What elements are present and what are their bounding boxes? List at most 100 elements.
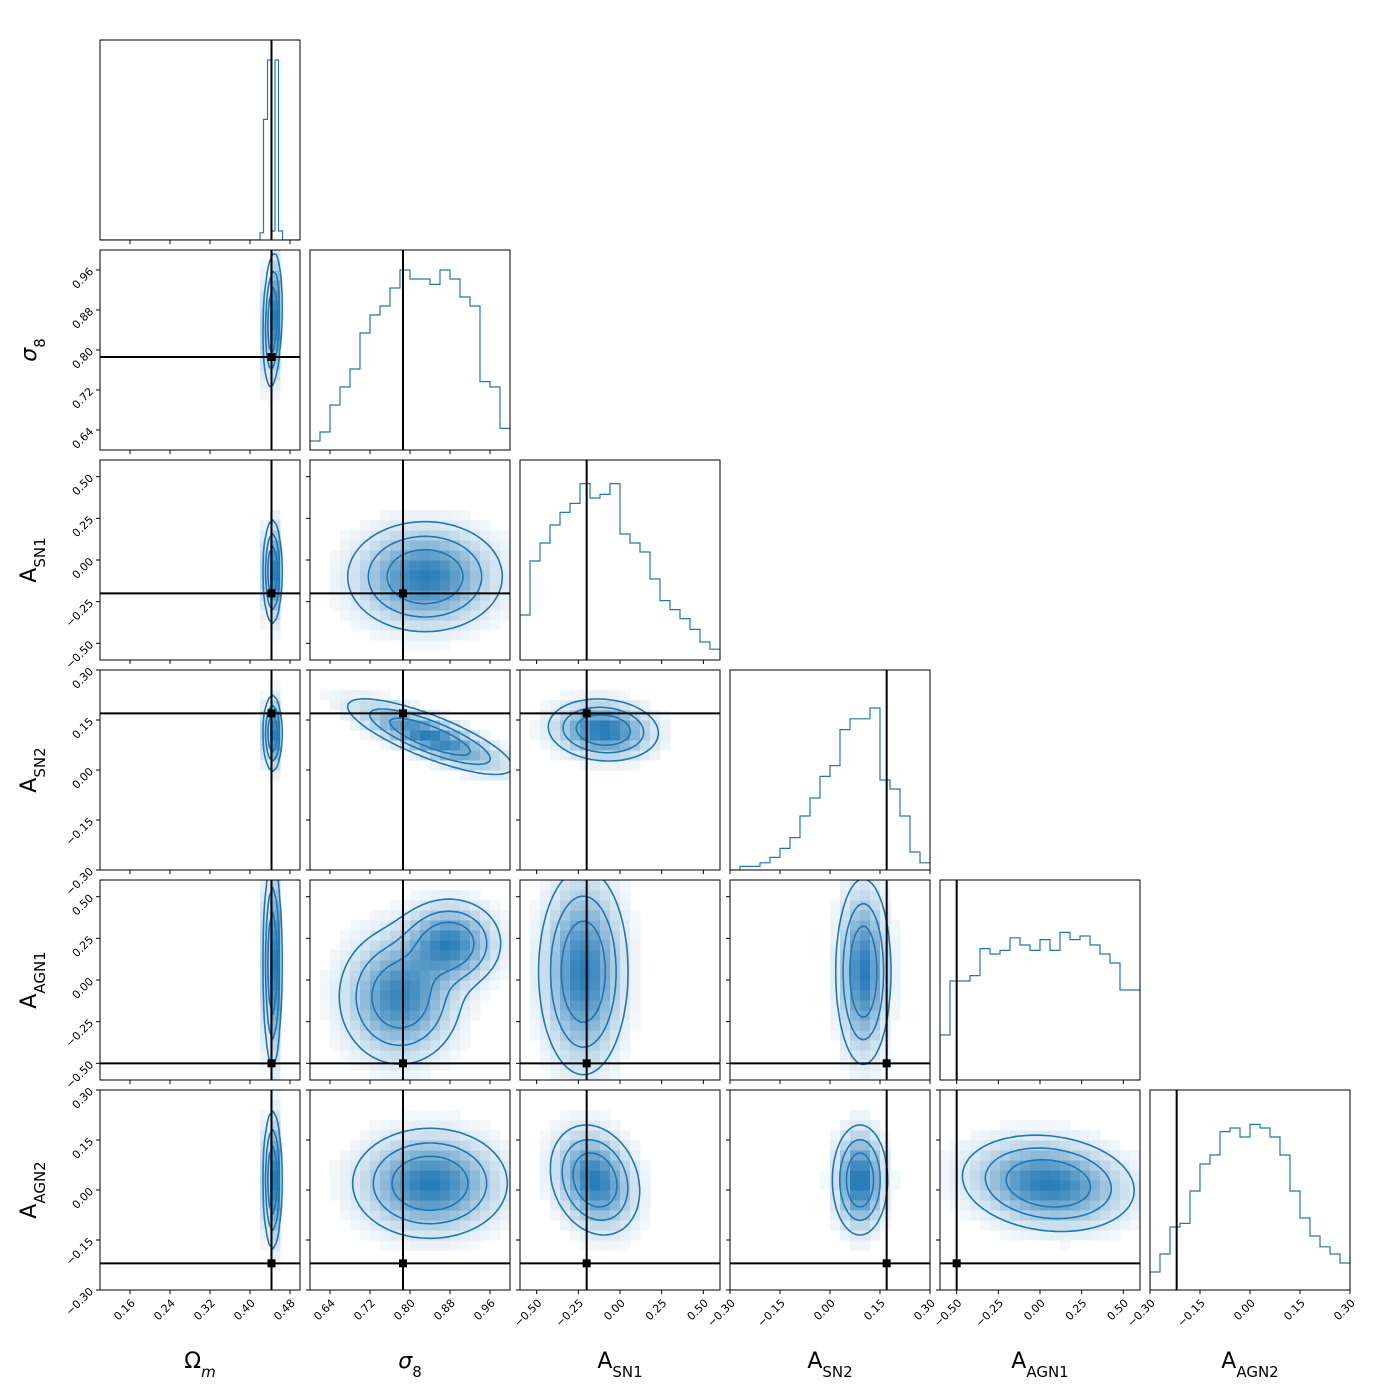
y-tick-label: 0.00 <box>70 1185 97 1212</box>
density-AAGN2-ASN2 <box>820 1110 901 1251</box>
x-tick-label: 0.00 <box>1231 1297 1258 1324</box>
truth-marker <box>582 709 591 718</box>
y-tick-label: 0.96 <box>70 265 97 292</box>
density-ASN2-ASN1 <box>530 690 671 771</box>
x-tick-label: 0.00 <box>811 1297 838 1324</box>
density-AAGN1-ASN2 <box>830 880 901 1080</box>
contour <box>849 925 878 1018</box>
x-tick-label: 0.15 <box>861 1297 888 1324</box>
truth-marker <box>952 1259 961 1268</box>
panel-ASN1-ASN1 <box>519 459 721 664</box>
x-tick-label: 0.88 <box>431 1297 458 1324</box>
panel-AAGN1-ASN1 <box>516 879 721 1084</box>
x-tick-label: 0.24 <box>151 1297 178 1324</box>
x-tick-label: 0.00 <box>601 1297 628 1324</box>
y-tick-label: 0.00 <box>70 555 97 582</box>
contour <box>572 1152 618 1208</box>
y-tick-label: −0.30 <box>63 865 96 898</box>
histogram-ASN1 <box>520 483 720 660</box>
truth-marker <box>267 1059 276 1068</box>
x-tick-label: −0.30 <box>1125 1297 1158 1330</box>
contour <box>346 698 510 776</box>
contour <box>845 1152 875 1208</box>
x-tick-label: 0.25 <box>1063 1297 1090 1324</box>
panel-s8-Om: 0.64 0.72 0.80 0.88 0.96 <box>70 249 301 454</box>
y-axis-label-ASN2: ASN2 <box>17 747 49 792</box>
panel-frame <box>1149 1089 1351 1291</box>
contour <box>372 1142 488 1225</box>
x-tick-label: 0.16 <box>111 1297 138 1324</box>
x-tick-label: −0.15 <box>755 1297 788 1330</box>
truth-marker <box>399 709 407 718</box>
contour <box>537 880 629 1076</box>
panel-ASN2-ASN2 <box>729 669 931 874</box>
truth-marker <box>399 1059 407 1068</box>
y-tick-label: 0.80 <box>70 345 97 372</box>
panel-ASN2-Om: −0.30−0.150.000.150.30 <box>63 665 301 898</box>
x-axis-label-ASN1: ASN1 <box>597 1349 642 1381</box>
contour <box>346 520 504 633</box>
panel-ASN2-s8 <box>306 669 511 874</box>
x-tick-label: 0.15 <box>1281 1297 1308 1324</box>
density-ASN1-s8 <box>330 510 510 651</box>
panel-ASN1-Om: −0.50 −0.25 0.00 0.25 0.50 <box>63 459 301 671</box>
panel-ASN2-ASN1 <box>516 669 721 874</box>
contour <box>961 1134 1135 1233</box>
truth-marker <box>582 1059 591 1068</box>
contour <box>267 714 278 753</box>
x-axis-label-AAGN1: AAGN1 <box>1011 1349 1068 1381</box>
y-tick-label: −0.50 <box>63 638 96 671</box>
y-tick-label: −0.15 <box>63 815 96 848</box>
truth-marker <box>267 1259 276 1268</box>
histogram-ASN2 <box>730 707 930 870</box>
y-tick-label: 0.00 <box>70 765 97 792</box>
contour <box>262 519 283 624</box>
panel-AAGN1-ASN2 <box>726 879 931 1084</box>
density-AAGN2-ASN1 <box>540 1110 651 1251</box>
contour <box>371 921 475 1029</box>
x-tick-label: 0.00 <box>1021 1297 1048 1324</box>
contour <box>355 910 488 1047</box>
density-AAGN1-ASN1 <box>530 880 641 1080</box>
x-axis-label-ASN2: ASN2 <box>807 1349 852 1381</box>
truth-marker <box>267 589 276 598</box>
contour <box>264 704 281 762</box>
x-tick-label: 0.30 <box>1331 1297 1358 1324</box>
x-axis-label-AAGN2: AAGN2 <box>1221 1349 1278 1381</box>
y-axis-label-AAGN2: AAGN2 <box>17 1161 49 1218</box>
truth-marker <box>882 1259 891 1268</box>
contour <box>262 694 283 772</box>
histogram-s8 <box>310 269 510 450</box>
contour <box>367 535 483 618</box>
panel-AAGN2-Om: 0.16 0.24 0.32 0.40 0.48−0.30−0.150.000.150.… <box>63 1085 301 1324</box>
x-tick-label: 0.72 <box>351 1297 378 1324</box>
y-tick-label: −0.30 <box>63 1285 96 1318</box>
x-tick-label: −0.30 <box>705 1297 738 1330</box>
contour <box>562 706 645 754</box>
panel-AAGN2-s8: 0.64 0.72 0.80 0.88 0.96 <box>306 1089 511 1324</box>
contour <box>388 717 472 756</box>
x-axis-label-Om: Ωm <box>184 1349 215 1381</box>
y-axis-label-AAGN1: AAGN1 <box>17 951 49 1008</box>
y-tick-label: 0.15 <box>70 1135 97 1162</box>
y-axis-label-s8: σ8 <box>17 338 49 362</box>
x-tick-label: −0.15 <box>1175 1297 1208 1330</box>
y-tick-label: 0.25 <box>70 933 97 960</box>
y-tick-label: 0.72 <box>70 385 97 412</box>
panel-frame <box>99 39 301 241</box>
x-tick-label: 0.64 <box>311 1297 338 1324</box>
y-tick-label: −0.50 <box>63 1058 96 1091</box>
histogram-Om <box>100 59 300 240</box>
y-tick-label: 0.25 <box>70 513 97 540</box>
y-tick-label: −0.25 <box>63 1017 96 1050</box>
panel-AAGN1-Om: −0.50−0.250.000.250.50 <box>63 879 301 1091</box>
y-tick-label: −0.15 <box>63 1235 96 1268</box>
x-tick-label: −0.25 <box>973 1297 1006 1330</box>
panel-AAGN2-ASN1: −0.50 −0.25 0.00 0.25 0.50 <box>511 1089 721 1330</box>
panel-AAGN2-ASN2: −0.30 −0.15 0.00 0.15 0.30 <box>705 1089 938 1330</box>
contour <box>267 286 278 353</box>
x-tick-label: 0.25 <box>643 1297 670 1324</box>
y-tick-label: −0.25 <box>63 597 96 630</box>
panel-AAGN2-AAGN1: −0.50 −0.25 0.00 0.25 0.50 <box>931 1089 1141 1330</box>
